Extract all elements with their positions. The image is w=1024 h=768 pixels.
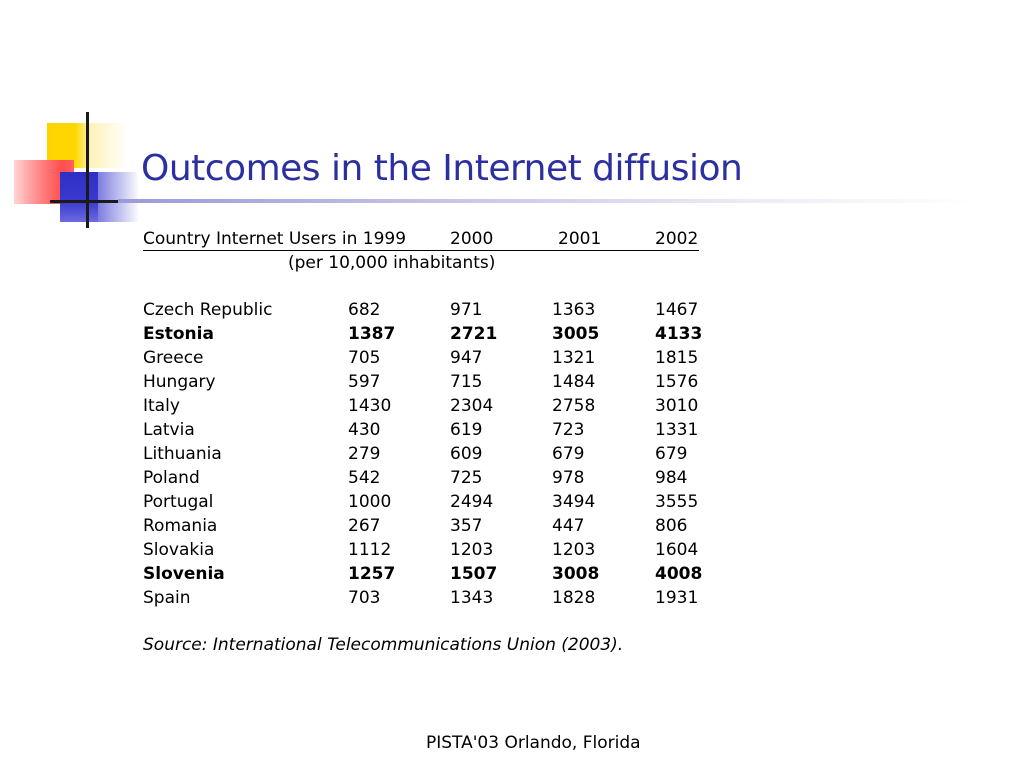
table-row: Lithuania 279 609 679 679 bbox=[143, 442, 723, 466]
table-row: Romania 267 357 447 806 bbox=[143, 514, 723, 538]
cell-country: Romania bbox=[143, 516, 218, 536]
cell-1999: 1430 bbox=[348, 396, 392, 416]
cell-country: Lithuania bbox=[143, 444, 222, 464]
cell-2002: 1604 bbox=[655, 540, 699, 560]
cell-2000: 725 bbox=[450, 468, 483, 488]
table-row: Estonia 1387 2721 3005 4133 bbox=[143, 322, 723, 346]
table-row: Hungary 597 715 1484 1576 bbox=[143, 370, 723, 394]
decorative-blue-fade bbox=[98, 172, 138, 222]
cell-country: Slovakia bbox=[143, 540, 215, 560]
cell-country: Latvia bbox=[143, 420, 195, 440]
cell-1999: 279 bbox=[348, 444, 381, 464]
cell-2001: 978 bbox=[552, 468, 585, 488]
cell-2000: 1507 bbox=[450, 564, 498, 584]
cell-2000: 1203 bbox=[450, 540, 494, 560]
header-year-2001: 2001 bbox=[558, 229, 602, 249]
cell-2002: 1931 bbox=[655, 588, 699, 608]
cell-2000: 715 bbox=[450, 372, 483, 392]
table-subheader: (per 10,000 inhabitants) bbox=[288, 253, 496, 273]
cell-2001: 2758 bbox=[552, 396, 596, 416]
cell-1999: 1112 bbox=[348, 540, 392, 560]
table-row: Czech Republic 682 971 1363 1467 bbox=[143, 298, 723, 322]
table-row: Slovenia 1257 1507 3008 4008 bbox=[143, 562, 723, 586]
header-year-2002: 2002 bbox=[655, 229, 699, 249]
cell-2000: 357 bbox=[450, 516, 483, 536]
cell-1999: 1257 bbox=[348, 564, 396, 584]
cell-2000: 609 bbox=[450, 444, 483, 464]
cell-country: Czech Republic bbox=[143, 300, 273, 320]
cell-2002: 1815 bbox=[655, 348, 699, 368]
cell-2001: 3005 bbox=[552, 324, 600, 344]
decorative-horizontal-line bbox=[50, 200, 136, 203]
table-header: Country Internet Users in 1999 2000 2001… bbox=[143, 228, 699, 251]
header-country-label: Country Internet Users in 1999 bbox=[143, 229, 407, 249]
cell-2001: 3494 bbox=[552, 492, 596, 512]
cell-2002: 1331 bbox=[655, 420, 699, 440]
cell-2001: 679 bbox=[552, 444, 585, 464]
table-row: Greece 705 947 1321 1815 bbox=[143, 346, 723, 370]
cell-2001: 723 bbox=[552, 420, 585, 440]
cell-country: Italy bbox=[143, 396, 180, 416]
source-note: Source: International Telecommunications… bbox=[143, 635, 624, 655]
cell-2002: 1467 bbox=[655, 300, 699, 320]
cell-country: Spain bbox=[143, 588, 191, 608]
cell-2000: 971 bbox=[450, 300, 483, 320]
decorative-yellow-fade bbox=[88, 123, 128, 168]
cell-1999: 682 bbox=[348, 300, 381, 320]
cell-country: Poland bbox=[143, 468, 200, 488]
cell-2002: 806 bbox=[655, 516, 688, 536]
decorative-blue-square bbox=[60, 172, 98, 222]
table-row: Portugal 1000 2494 3494 3555 bbox=[143, 490, 723, 514]
cell-1999: 430 bbox=[348, 420, 381, 440]
cell-2000: 947 bbox=[450, 348, 483, 368]
cell-1999: 597 bbox=[348, 372, 381, 392]
cell-2002: 3010 bbox=[655, 396, 699, 416]
cell-2001: 447 bbox=[552, 516, 585, 536]
cell-1999: 267 bbox=[348, 516, 381, 536]
cell-2001: 1484 bbox=[552, 372, 596, 392]
cell-2000: 619 bbox=[450, 420, 483, 440]
cell-2000: 2494 bbox=[450, 492, 494, 512]
slide-footer: PISTA'03 Orlando, Florida bbox=[426, 733, 641, 753]
cell-country: Portugal bbox=[143, 492, 214, 512]
cell-2002: 1576 bbox=[655, 372, 699, 392]
cell-2001: 1321 bbox=[552, 348, 596, 368]
slide-title: Outcomes in the Internet diffusion bbox=[141, 148, 743, 189]
cell-2000: 2721 bbox=[450, 324, 498, 344]
cell-2001: 3008 bbox=[552, 564, 600, 584]
cell-1999: 1000 bbox=[348, 492, 392, 512]
cell-2001: 1828 bbox=[552, 588, 596, 608]
table-row: Latvia 430 619 723 1331 bbox=[143, 418, 723, 442]
cell-1999: 1387 bbox=[348, 324, 396, 344]
cell-2002: 4133 bbox=[655, 324, 703, 344]
cell-2001: 1363 bbox=[552, 300, 596, 320]
cell-2002: 679 bbox=[655, 444, 688, 464]
cell-2000: 1343 bbox=[450, 588, 494, 608]
title-underline bbox=[118, 199, 978, 203]
table-row: Spain 703 1343 1828 1931 bbox=[143, 586, 723, 610]
cell-1999: 542 bbox=[348, 468, 381, 488]
table-row: Slovakia 1112 1203 1203 1604 bbox=[143, 538, 723, 562]
cell-2002: 3555 bbox=[655, 492, 699, 512]
table-row: Poland 542 725 978 984 bbox=[143, 466, 723, 490]
cell-country: Estonia bbox=[143, 324, 214, 344]
cell-1999: 703 bbox=[348, 588, 381, 608]
cell-2000: 2304 bbox=[450, 396, 494, 416]
cell-country: Hungary bbox=[143, 372, 216, 392]
cell-2002: 984 bbox=[655, 468, 688, 488]
cell-country: Slovenia bbox=[143, 564, 225, 584]
cell-2001: 1203 bbox=[552, 540, 596, 560]
cell-1999: 705 bbox=[348, 348, 381, 368]
cell-2002: 4008 bbox=[655, 564, 703, 584]
table-row: Italy 1430 2304 2758 3010 bbox=[143, 394, 723, 418]
decorative-vertical-line bbox=[86, 112, 89, 228]
cell-country: Greece bbox=[143, 348, 204, 368]
header-year-2000: 2000 bbox=[450, 229, 494, 249]
